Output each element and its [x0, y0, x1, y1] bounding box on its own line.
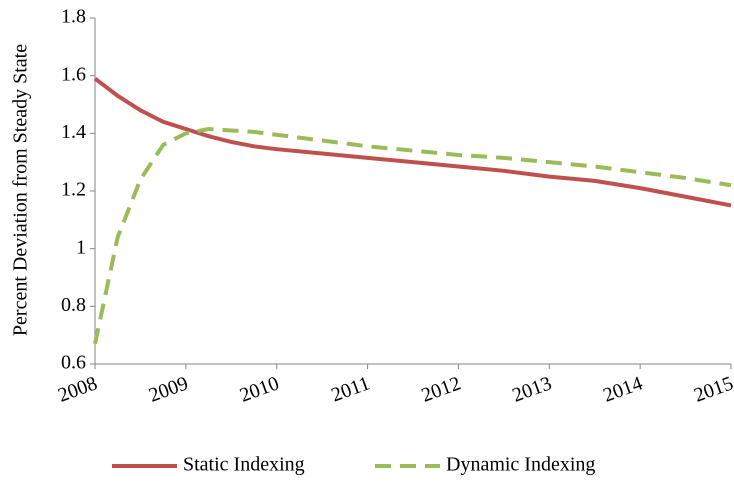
y-tick-label: 1.2 — [61, 179, 86, 201]
y-tick-label: 0.8 — [61, 294, 86, 316]
y-tick-label: 1.4 — [61, 121, 86, 143]
x-tick-label: 2008 — [55, 372, 100, 406]
x-tick-label: 2010 — [237, 372, 282, 406]
line — [93, 126, 732, 345]
x-tick-label: 2013 — [509, 372, 554, 406]
x-tick-label: 2015 — [691, 372, 734, 406]
y-axis-label: Percent Deviation from Steady State — [10, 44, 32, 336]
y-tick-label: 0.6 — [61, 352, 86, 374]
x-tick-label: 2014 — [600, 372, 645, 406]
y-tick-label: 1.8 — [61, 6, 86, 28]
y-tick-label: 1 — [76, 236, 86, 258]
x-tick-label: 2011 — [328, 372, 372, 406]
x-tick-label: 2009 — [146, 372, 191, 406]
legend-label: Dynamic Indexing — [446, 454, 595, 476]
y-tick-label: 1.6 — [61, 63, 86, 85]
x-tick-label: 2012 — [419, 372, 464, 406]
line — [93, 76, 732, 208]
legend-label: Static Indexing — [183, 454, 305, 476]
